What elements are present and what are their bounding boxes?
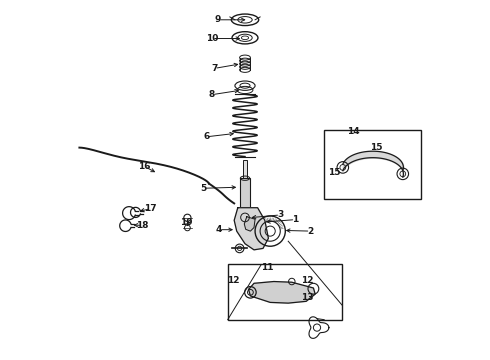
Text: 6: 6 [203,132,210,141]
Polygon shape [234,208,269,250]
Text: 15: 15 [328,168,341,177]
Text: 5: 5 [200,184,206,193]
Text: 1: 1 [292,215,298,224]
Text: 17: 17 [145,204,157,213]
Bar [228,264,342,320]
Text: 12: 12 [301,276,313,284]
Polygon shape [248,282,315,303]
Text: 12: 12 [227,276,240,284]
Bar [324,130,421,199]
Text: 11: 11 [262,263,274,272]
Polygon shape [245,217,255,231]
Text: 10: 10 [206,34,218,43]
Text: 14: 14 [347,127,359,136]
Text: 16: 16 [138,162,150,171]
Text: 13: 13 [301,292,313,302]
Text: 18: 18 [136,221,148,230]
Text: 9: 9 [215,15,221,24]
Text: 19: 19 [180,218,193,227]
Text: 8: 8 [209,90,215,99]
Text: 7: 7 [211,64,218,73]
Text: 3: 3 [277,210,283,220]
Text: 15: 15 [370,143,383,152]
Text: 2: 2 [307,227,314,236]
Bar [240,178,250,210]
Bar [243,160,247,178]
Text: 4: 4 [216,225,222,234]
